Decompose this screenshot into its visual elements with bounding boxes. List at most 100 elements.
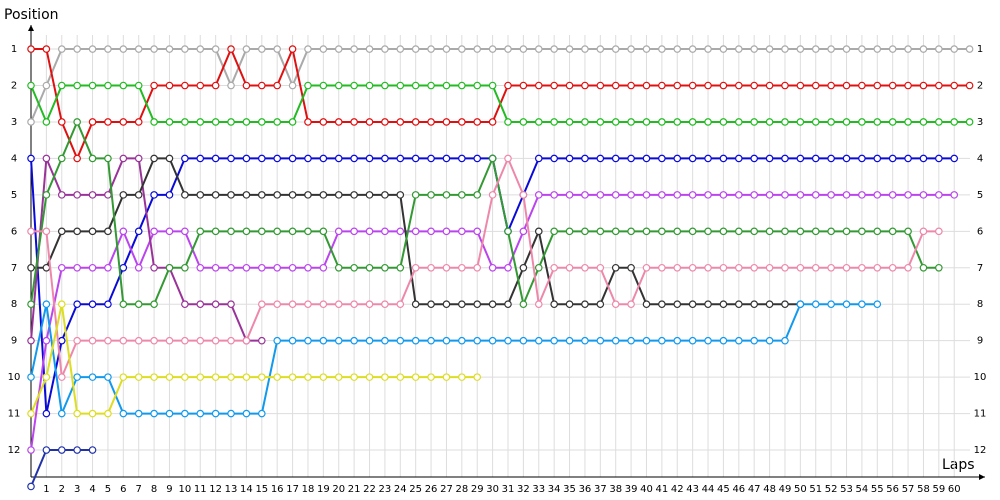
lap-marker (319, 191, 328, 199)
lap-marker (704, 118, 712, 126)
lap-marker (673, 81, 682, 90)
lap-marker (242, 81, 251, 90)
lap-marker (42, 300, 51, 309)
lap-marker (42, 81, 51, 90)
y-tick-label-right: 10 (974, 372, 987, 383)
lap-marker (735, 300, 743, 309)
lap-marker (781, 154, 789, 163)
lap-marker (365, 81, 374, 90)
lap-marker (504, 118, 512, 126)
lap-marker (181, 300, 189, 309)
lap-marker (473, 300, 482, 309)
lap-marker (273, 154, 281, 163)
lap-marker (227, 263, 235, 272)
lap-marker (427, 81, 435, 90)
lap-marker (227, 227, 235, 236)
x-tick-label: 16 (271, 484, 284, 495)
lap-marker (458, 263, 466, 272)
lap-marker (873, 227, 882, 236)
lap-marker (211, 227, 220, 236)
lap-marker (858, 81, 866, 90)
lap-marker (765, 300, 774, 309)
lap-marker (273, 118, 281, 126)
lap-marker (811, 191, 820, 199)
lap-marker (611, 118, 620, 126)
lap-marker (242, 263, 251, 272)
lap-marker (27, 336, 35, 345)
lap-marker (258, 191, 266, 199)
lap-marker (42, 446, 51, 454)
x-tick-label: 38 (609, 484, 622, 495)
lap-marker (735, 336, 743, 345)
lap-marker (642, 227, 651, 236)
lap-marker (781, 227, 789, 236)
lap-marker (811, 81, 820, 90)
lap-marker (873, 263, 882, 272)
x-tick-label: 1 (43, 484, 49, 495)
lap-marker (227, 373, 235, 381)
lap-marker (288, 373, 297, 381)
lap-marker (765, 263, 774, 272)
y-tick-label: 8 (11, 299, 17, 310)
lap-marker (534, 118, 543, 126)
lap-marker (719, 300, 728, 309)
x-tick-label: 15 (255, 484, 268, 495)
lap-marker (550, 300, 558, 309)
lap-marker (827, 263, 835, 272)
lap-marker (473, 227, 482, 236)
lap-marker (258, 45, 266, 53)
lap-marker (719, 227, 728, 236)
lap-marker (27, 118, 35, 126)
lap-marker (611, 45, 620, 53)
lap-marker (735, 118, 743, 126)
lap-marker (627, 45, 635, 53)
lap-marker (534, 191, 543, 199)
x-tick-label: 5 (105, 484, 111, 495)
lap-marker (57, 154, 66, 163)
lap-marker (581, 154, 589, 163)
lap-marker (119, 373, 128, 381)
lap-marker (196, 81, 205, 90)
lap-marker (627, 300, 635, 309)
lap-marker (196, 300, 205, 309)
lap-marker (42, 118, 51, 126)
lap-marker (950, 154, 959, 163)
x-tick-label: 34 (548, 484, 561, 495)
lap-marker (888, 154, 897, 163)
lap-marker (550, 263, 558, 272)
y-tick-label-right: 8 (977, 299, 983, 310)
lap-marker (411, 191, 420, 199)
lap-marker (196, 154, 205, 163)
lap-marker (827, 227, 835, 236)
lap-marker (150, 373, 158, 381)
lap-marker (88, 154, 97, 163)
lap-marker (411, 336, 420, 345)
x-axis-arrow (979, 474, 985, 480)
lap-marker (150, 227, 158, 236)
lap-marker (319, 45, 328, 53)
lap-marker (258, 154, 266, 163)
lap-marker (473, 191, 482, 199)
lap-marker (781, 118, 789, 126)
lap-marker (134, 300, 143, 309)
lap-marker (334, 118, 343, 126)
x-tick-label: 2 (59, 484, 65, 495)
lap-marker (611, 300, 620, 309)
lap-marker (396, 373, 405, 381)
lap-marker (904, 227, 912, 236)
lap-marker (227, 118, 235, 126)
lap-marker (165, 373, 174, 381)
lap-marker (442, 81, 451, 90)
lap-marker (919, 154, 928, 163)
y-tick-label: 3 (11, 117, 17, 128)
lap-marker (165, 263, 174, 272)
lap-marker (288, 336, 297, 345)
lap-marker (42, 373, 51, 381)
lap-marker (888, 227, 897, 236)
lap-marker (811, 300, 820, 309)
lap-marker (565, 45, 574, 53)
lap-marker (288, 191, 297, 199)
lap-marker (519, 336, 528, 345)
lap-marker (873, 154, 882, 163)
lap-marker (688, 300, 697, 309)
